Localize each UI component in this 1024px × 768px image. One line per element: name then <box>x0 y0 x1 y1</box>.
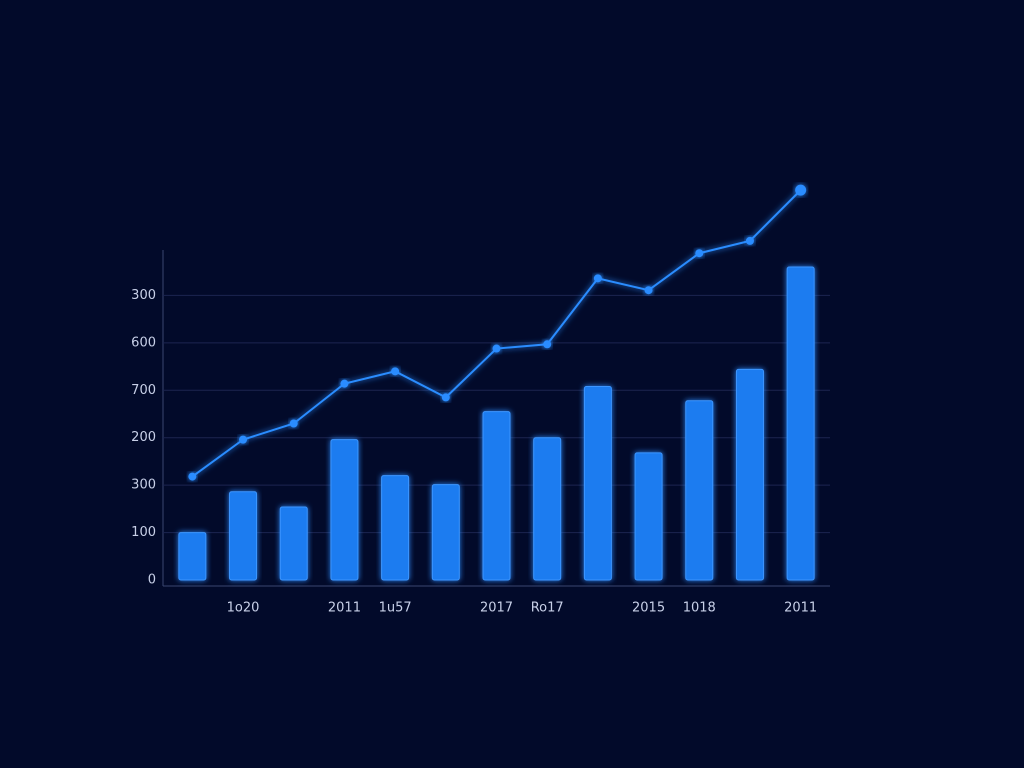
line-point <box>492 344 501 353</box>
bar <box>482 411 511 581</box>
line-point <box>695 249 704 258</box>
bar <box>330 439 359 581</box>
y-tick-label: 700 <box>131 383 156 398</box>
bar <box>786 266 815 581</box>
bar <box>229 491 258 581</box>
y-tick-label: 300 <box>131 478 156 493</box>
x-tick-label: 1o20 <box>227 601 260 616</box>
x-tick-label: 1018 <box>683 601 716 616</box>
bar <box>279 506 308 581</box>
line-point <box>745 236 754 245</box>
y-tick-label: 100 <box>131 525 156 540</box>
x-tick-label: 2011 <box>784 601 817 616</box>
y-tick-label: 600 <box>131 335 156 350</box>
line-point <box>289 419 298 428</box>
line-point <box>593 274 602 283</box>
line-point <box>644 286 653 295</box>
bar <box>178 532 207 581</box>
line-point <box>340 379 349 388</box>
y-tick-label: 300 <box>131 288 156 303</box>
line-point <box>441 393 450 402</box>
line-point <box>239 435 248 444</box>
x-tick-label: Ro17 <box>531 601 564 616</box>
bar <box>634 452 663 581</box>
x-tick-label: 2017 <box>480 601 513 616</box>
bar <box>735 368 764 581</box>
x-tick-label: 1u57 <box>379 601 412 616</box>
bar <box>431 484 460 581</box>
x-tick-label: 2015 <box>632 601 665 616</box>
line-point <box>391 367 400 376</box>
bar <box>533 437 562 581</box>
bar <box>583 385 612 581</box>
x-tick-label: 2011 <box>328 601 361 616</box>
bar <box>381 475 410 581</box>
line-point <box>795 184 807 196</box>
y-tick-label: 200 <box>131 430 156 445</box>
line-point <box>543 340 552 349</box>
bar <box>685 400 714 581</box>
y-tick-label: 0 <box>148 573 156 588</box>
line-point <box>188 472 197 481</box>
